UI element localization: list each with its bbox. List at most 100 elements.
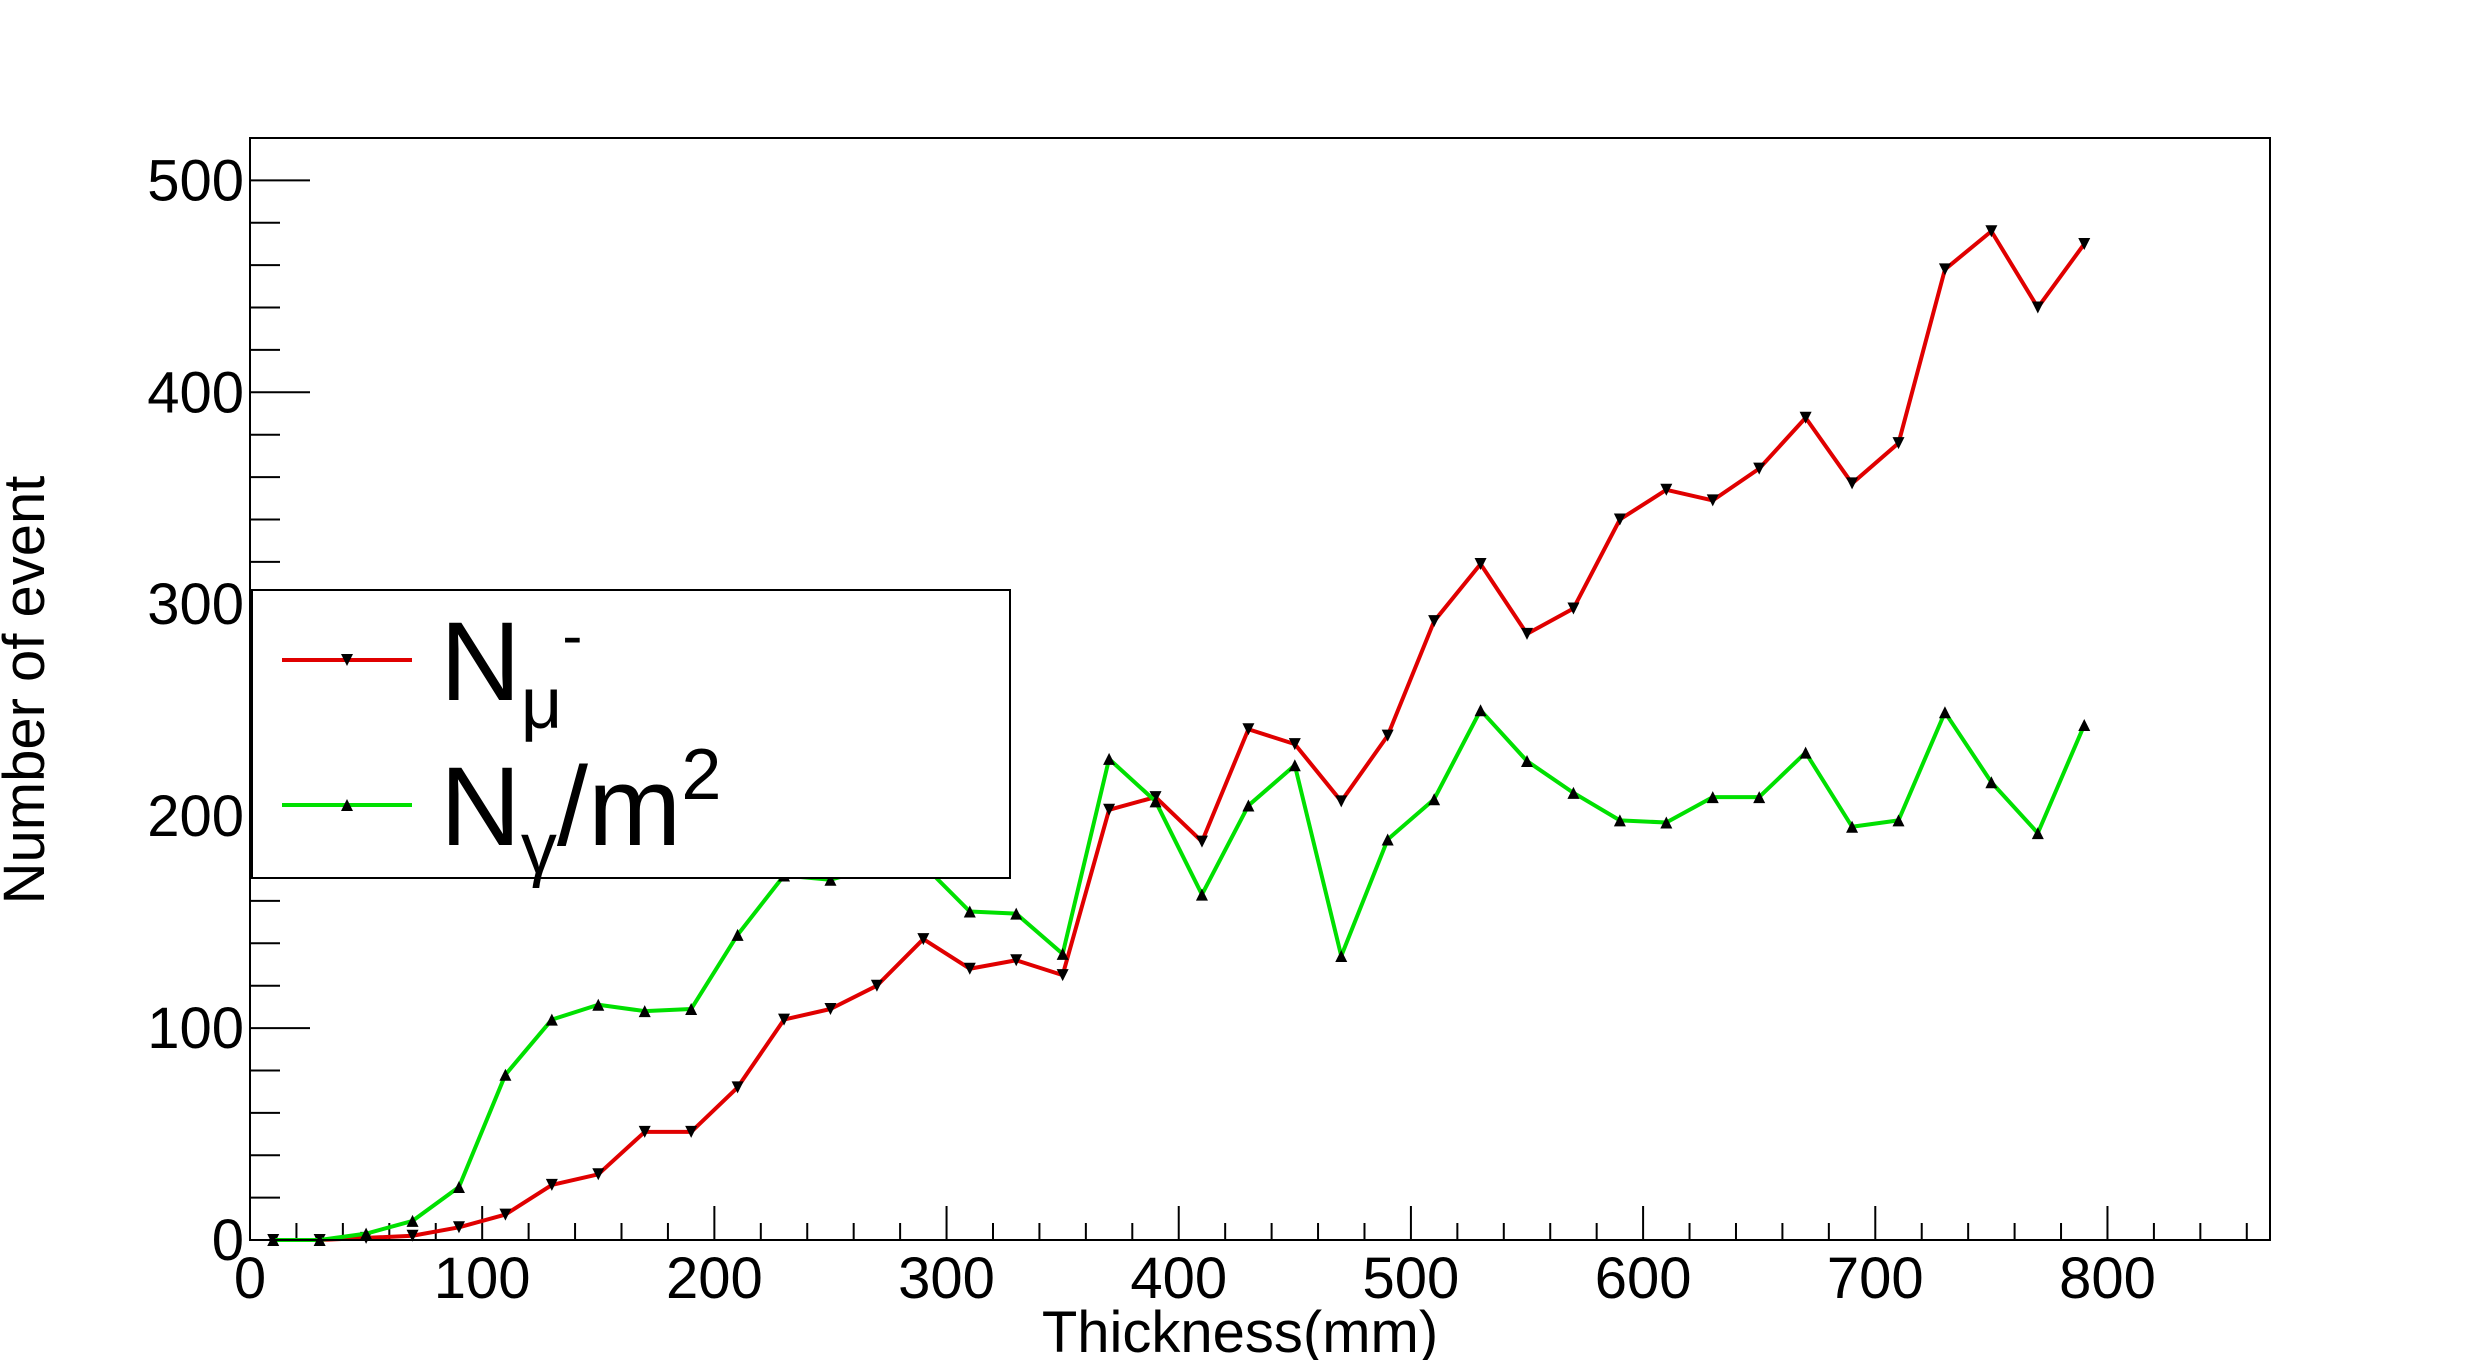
x-tick-label: 600 [1595,1246,1692,1311]
data-point-18 [1103,752,1116,765]
data-point-11 [778,1013,791,1026]
y-tick-label: 0 [212,1208,244,1273]
series-group [267,225,2091,1246]
data-point-29 [1613,513,1626,526]
data-point-legend [341,799,353,811]
series-line-0 [273,229,2086,1242]
x-tick-label: 0 [234,1246,266,1311]
data-point-legend [341,654,353,666]
data-point-2 [360,1227,373,1240]
data-point-16 [1010,954,1023,967]
data-point-6 [545,1013,558,1026]
data-point-9 [685,1003,698,1016]
data-point-19 [1149,795,1162,808]
data-point-12 [824,873,837,886]
data-point-38 [2031,301,2044,314]
data-point-28 [1567,602,1580,615]
data-point-17 [1056,969,1069,982]
y-tick-label: 300 [147,572,244,637]
data-point-32 [1753,791,1766,804]
legend-entry-0: Nμ- [282,599,582,744]
data-point-14 [917,933,930,946]
data-point-37 [1985,225,1998,238]
data-point-7 [592,1168,605,1181]
data-point-20 [1195,835,1208,848]
data-point-29 [1613,814,1626,827]
data-point-32 [1753,462,1766,475]
series-line-1 [273,708,2087,1242]
data-point-16 [1010,907,1023,920]
data-point-18 [1103,803,1116,816]
data-point-10 [731,1081,744,1094]
tick-labels: 0 100 200 300 400 500 600 700 800 0 100 200 300 400 50… [147,148,2156,1311]
data-point-38 [2031,827,2044,840]
series-1 [267,704,2091,1246]
data-point-8 [638,1125,651,1138]
data-point-37 [1985,776,1998,789]
data-point-34 [1846,477,1859,490]
data-point-26 [1474,557,1487,570]
data-point-31 [1706,494,1719,507]
x-tick-label: 100 [434,1246,531,1311]
data-point-24 [1381,729,1394,742]
data-point-31 [1706,791,1719,804]
data-point-30 [1660,483,1673,496]
data-point-15 [963,962,976,975]
data-point-7 [592,998,605,1011]
x-tick-label: 800 [2059,1246,2156,1311]
legend-label-0: Nμ- [440,599,582,744]
data-point-8 [638,1005,651,1018]
data-point-4 [452,1221,465,1234]
series-0 [267,225,2091,1246]
data-point-3 [406,1229,419,1242]
data-point-25 [1428,793,1441,806]
data-point-23 [1335,795,1348,808]
x-tick-label: 400 [1130,1246,1227,1311]
data-point-12 [824,1003,837,1016]
data-point-26 [1474,704,1487,717]
x-axis-label: Thickness(mm) [1042,1300,1438,1360]
data-point-5 [499,1208,512,1221]
data-point-22 [1288,759,1301,772]
legend-entry-1: Nγ/m2 [282,735,721,889]
data-point-9 [685,1125,698,1138]
data-point-17 [1056,947,1069,960]
data-point-22 [1288,738,1301,751]
data-point-27 [1521,755,1534,768]
data-point-35 [1892,814,1905,827]
data-point-36 [1938,706,1951,719]
data-point-6 [545,1178,558,1191]
data-point-34 [1846,820,1859,833]
data-point-10 [731,928,744,941]
y-tick-label: 500 [147,148,244,213]
data-point-35 [1892,437,1905,450]
data-point-20 [1195,888,1208,901]
data-point-21 [1242,723,1255,736]
data-point-24 [1381,833,1394,846]
data-point-3 [406,1214,419,1227]
data-point-27 [1521,627,1534,640]
y-tick-label: 400 [147,360,244,425]
data-point-5 [499,1068,512,1081]
data-point-33 [1799,746,1812,759]
x-tick-label: 200 [666,1246,763,1311]
data-point-36 [1938,263,1951,276]
data-point-4 [452,1181,465,1194]
data-point-13 [870,979,883,992]
legend-box [251,589,1011,879]
x-tick-label: 700 [1827,1246,1924,1311]
y-axis-label: Number of event [0,476,57,905]
y-tick-label: 200 [147,784,244,849]
x-tick-label: 500 [1363,1246,1460,1311]
x-tick-label: 300 [898,1246,995,1311]
legend-label-1: Nγ/m2 [440,735,721,889]
data-point-28 [1567,786,1580,799]
legend: Nμ-Nγ/m2 [251,589,1011,889]
y-tick-label: 100 [147,996,244,1061]
data-point-39 [2078,237,2091,250]
data-point-25 [1428,615,1441,628]
data-point-33 [1799,411,1812,424]
data-point-30 [1660,816,1673,829]
